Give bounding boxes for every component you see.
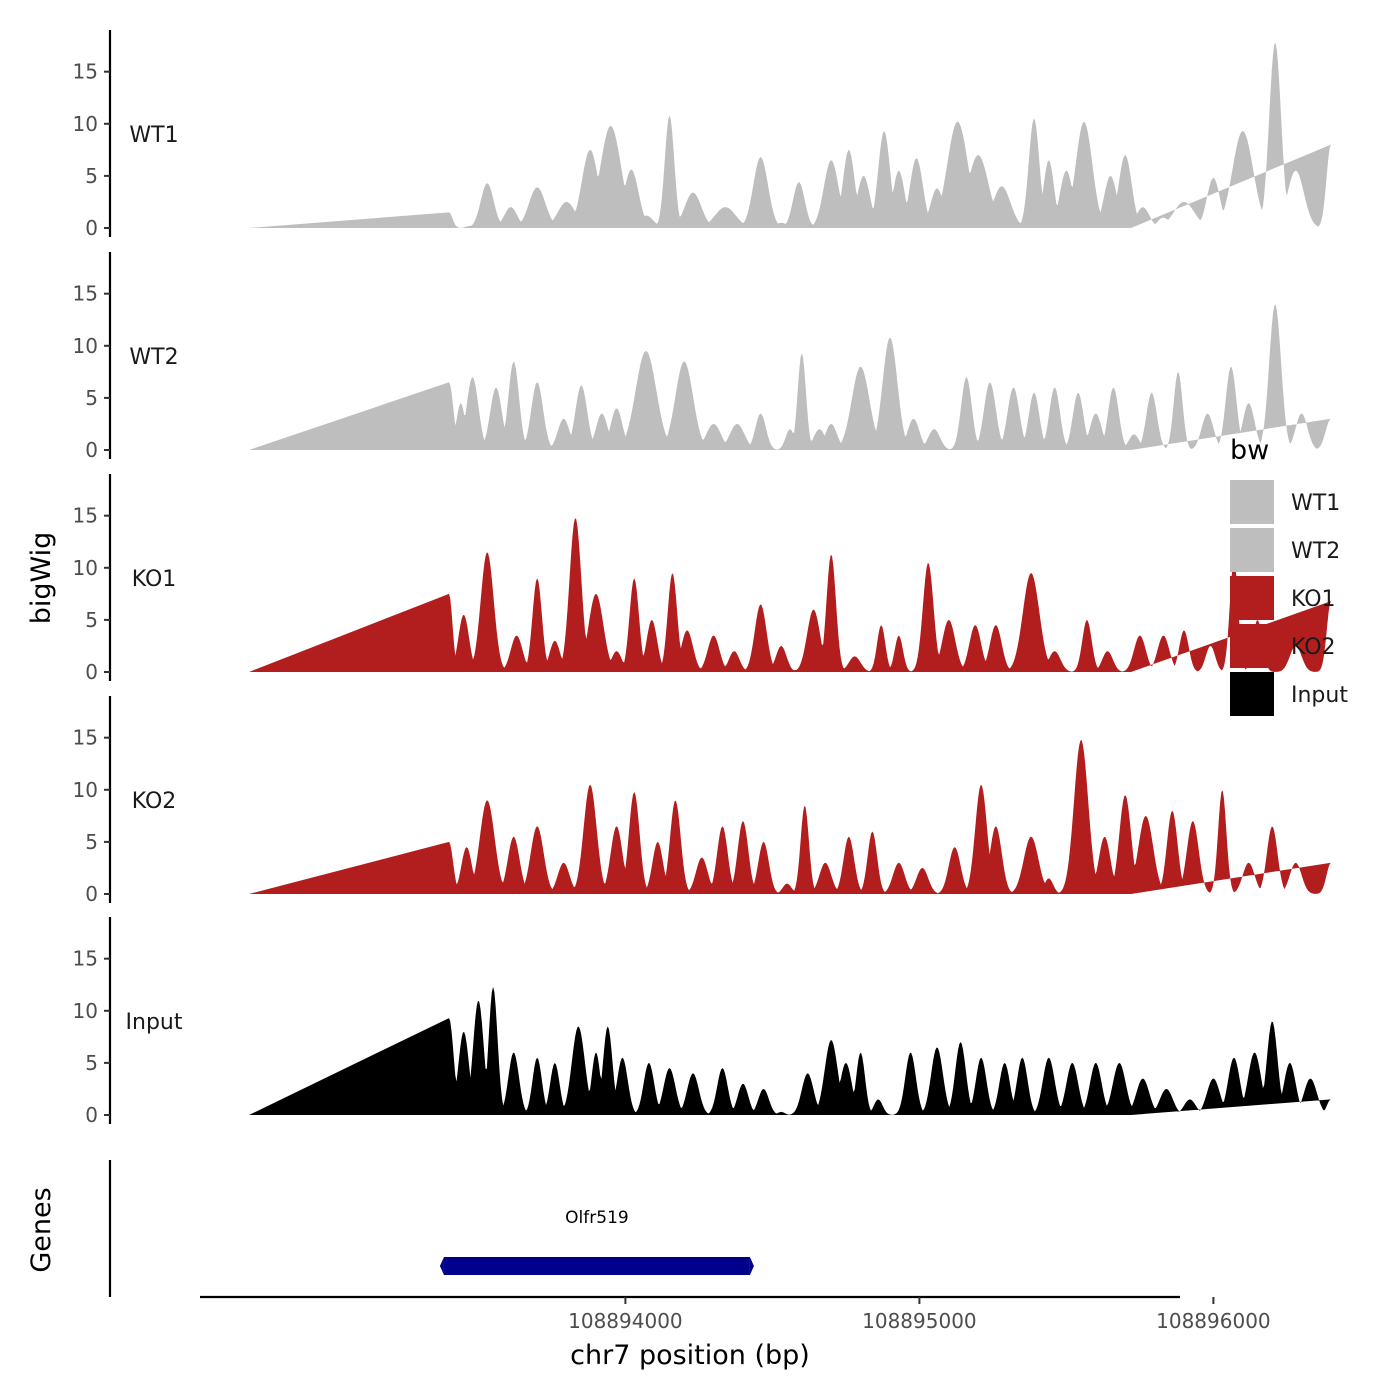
track-label-ko1: KO1 <box>132 567 177 592</box>
legend-title: bw <box>1230 435 1269 466</box>
legend: bw WT1 WT2 KO1 KO2 Input <box>1230 435 1348 716</box>
y-tick-label-input: 0 <box>85 1103 98 1127</box>
y-axis-title: bigWig <box>26 532 57 625</box>
y-tick-label-wt2: 5 <box>85 386 98 410</box>
x-axis: 108894000 108895000 108896000 <box>200 1295 1271 1333</box>
x-tick-label: 108896000 <box>1156 1309 1271 1333</box>
track-area-ko1 <box>249 518 1331 672</box>
x-tick-label: 108894000 <box>568 1309 683 1333</box>
track-label-ko2: KO2 <box>132 789 177 814</box>
y-tick-label-input: 10 <box>73 999 98 1023</box>
y-tick-label-wt2: 0 <box>85 438 98 462</box>
y-tick-label-input: 5 <box>85 1051 98 1075</box>
legend-label-ko1: KO1 <box>1291 587 1336 612</box>
y-tick-label-ko1: 0 <box>85 660 98 684</box>
y-tick-label-wt1: 15 <box>73 60 98 84</box>
track-label-wt1: WT1 <box>129 123 178 148</box>
y-tick-label-input: 15 <box>73 947 98 971</box>
genes-axis-title: Genes <box>26 1187 57 1272</box>
y-tick-label-ko1: 15 <box>73 504 98 528</box>
legend-label-input: Input <box>1291 683 1348 708</box>
y-tick-label-ko1: 5 <box>85 608 98 632</box>
gene-label: Olfr519 <box>565 1208 629 1228</box>
y-tick-label-wt1: 10 <box>73 112 98 136</box>
legend-swatch-wt1 <box>1230 480 1274 524</box>
legend-label-ko2: KO2 <box>1291 635 1336 660</box>
legend-swatch-ko1 <box>1230 576 1274 620</box>
x-axis-title: chr7 position (bp) <box>570 1340 810 1371</box>
y-tick-label-wt2: 10 <box>73 334 98 358</box>
legend-swatch-input <box>1230 672 1274 716</box>
y-tick-label-wt2: 15 <box>73 282 98 306</box>
track-label-input: Input <box>126 1010 183 1035</box>
track-label-wt2: WT2 <box>129 345 178 370</box>
gene-arrow-right <box>749 1257 754 1275</box>
x-tick-label: 108895000 <box>862 1309 977 1333</box>
track-area-wt1 <box>249 42 1331 229</box>
signal-tracks: 0 5 10 15 WT1 0 5 10 15 WT2 0 5 10 15 KO1 0 5 10 15 KO2 0 5 10… <box>73 30 1331 1127</box>
gene-track: Olfr519 <box>108 1160 754 1297</box>
y-tick-label-wt1: 0 <box>85 216 98 240</box>
legend-label-wt1: WT1 <box>1291 491 1340 516</box>
y-tick-label-ko2: 0 <box>85 882 98 906</box>
legend-swatch-wt2 <box>1230 528 1274 572</box>
y-tick-label-ko2: 5 <box>85 830 98 854</box>
y-tick-label-ko1: 10 <box>73 556 98 580</box>
track-area-input <box>249 986 1331 1115</box>
legend-swatch-ko2 <box>1230 624 1274 668</box>
track-area-ko2 <box>249 740 1331 894</box>
legend-label-wt2: WT2 <box>1291 539 1340 564</box>
track-area-wt2 <box>249 304 1331 450</box>
gene-body <box>443 1257 750 1275</box>
gene-arrow-left <box>439 1257 444 1275</box>
y-tick-label-ko2: 10 <box>73 778 98 802</box>
y-tick-label-ko2: 15 <box>73 726 98 750</box>
y-tick-label-wt1: 5 <box>85 164 98 188</box>
